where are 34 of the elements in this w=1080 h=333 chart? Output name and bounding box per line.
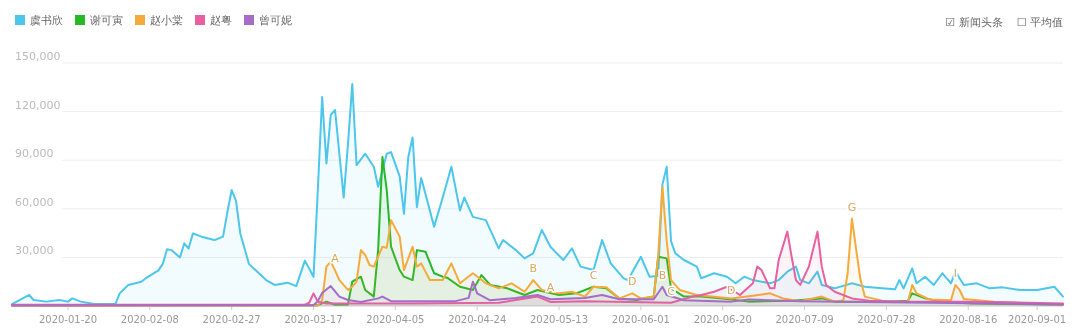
legend-label: 赵小棠 <box>150 14 183 27</box>
legend-label: 曾可妮 <box>259 14 292 27</box>
x-tick-label: 2020-08-16 <box>939 314 998 325</box>
y-tick-label: 30,000 <box>15 244 54 258</box>
x-tick-label: 2020-04-24 <box>448 314 507 325</box>
x-tick-label: 2020-04-05 <box>366 314 425 325</box>
annotation: G <box>847 200 857 214</box>
y-tick-label: 150,000 <box>15 50 61 63</box>
y-tick-label: 60,000 <box>15 195 54 209</box>
x-tick-label: 2020-02-08 <box>120 314 179 325</box>
x-tick-label: 2020-05-13 <box>529 314 589 325</box>
legend-label: 谢可寅 <box>90 14 123 27</box>
x-tick-label: 2020-06-20 <box>693 314 752 325</box>
annotation: A <box>546 281 555 295</box>
annotation: B <box>529 262 537 276</box>
x-tick-label: 2020-01-20 <box>38 314 98 325</box>
text: ☐ 平均值 <box>1016 16 1063 29</box>
x-tick-label: 2020-02-27 <box>202 314 261 325</box>
legend-label: 赵粤 <box>210 14 232 27</box>
legend-label: 虞书欣 <box>30 14 63 27</box>
y-tick-label: 90,000 <box>15 147 54 161</box>
x-tick-label: 2020-09-01 <box>1008 314 1067 325</box>
x-tick-label: 2020-03-17 <box>284 314 343 325</box>
annotation: I <box>953 266 957 280</box>
annotation: B <box>658 268 667 282</box>
annotation: C <box>589 268 598 282</box>
x-tick-label: 2020-07-28 <box>857 314 916 325</box>
x-tick-label: 2020-07-09 <box>775 314 834 325</box>
annotation: D <box>628 275 637 289</box>
annotation: A <box>331 252 340 266</box>
annotation: C <box>667 284 676 298</box>
y-tick-label: 120,000 <box>15 98 61 112</box>
x-tick-label: 2020-06-01 <box>611 314 670 325</box>
text: ☑ 新闻头条 <box>945 16 1003 29</box>
